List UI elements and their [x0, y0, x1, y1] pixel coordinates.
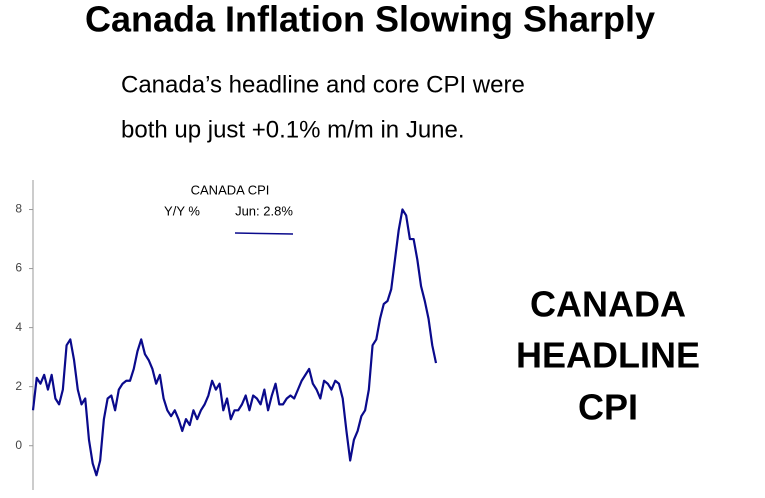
subtitle-line: Canada’s headline and core CPI were: [121, 71, 525, 98]
side-label: CPI: [578, 387, 638, 428]
legend-title: CANADA CPI: [191, 182, 270, 197]
subtitle-line: both up just +0.1% m/m in June.: [121, 116, 465, 143]
side-label: HEADLINE: [516, 335, 700, 376]
y-tick-label: 6: [15, 261, 22, 275]
series-line: [31, 208, 438, 477]
legend-label: Y/Y %: [164, 203, 200, 218]
y-tick-label: 0: [15, 438, 22, 452]
y-tick-label: 4: [15, 320, 22, 334]
title: Canada Inflation Slowing Sharply: [85, 0, 655, 40]
side-label: CANADA: [530, 284, 686, 325]
legend-swatch: [234, 232, 294, 235]
annotation: Jun: 2.8%: [235, 203, 293, 218]
y-tick-label: 8: [15, 202, 22, 216]
y-tick-label: 2: [15, 379, 22, 393]
